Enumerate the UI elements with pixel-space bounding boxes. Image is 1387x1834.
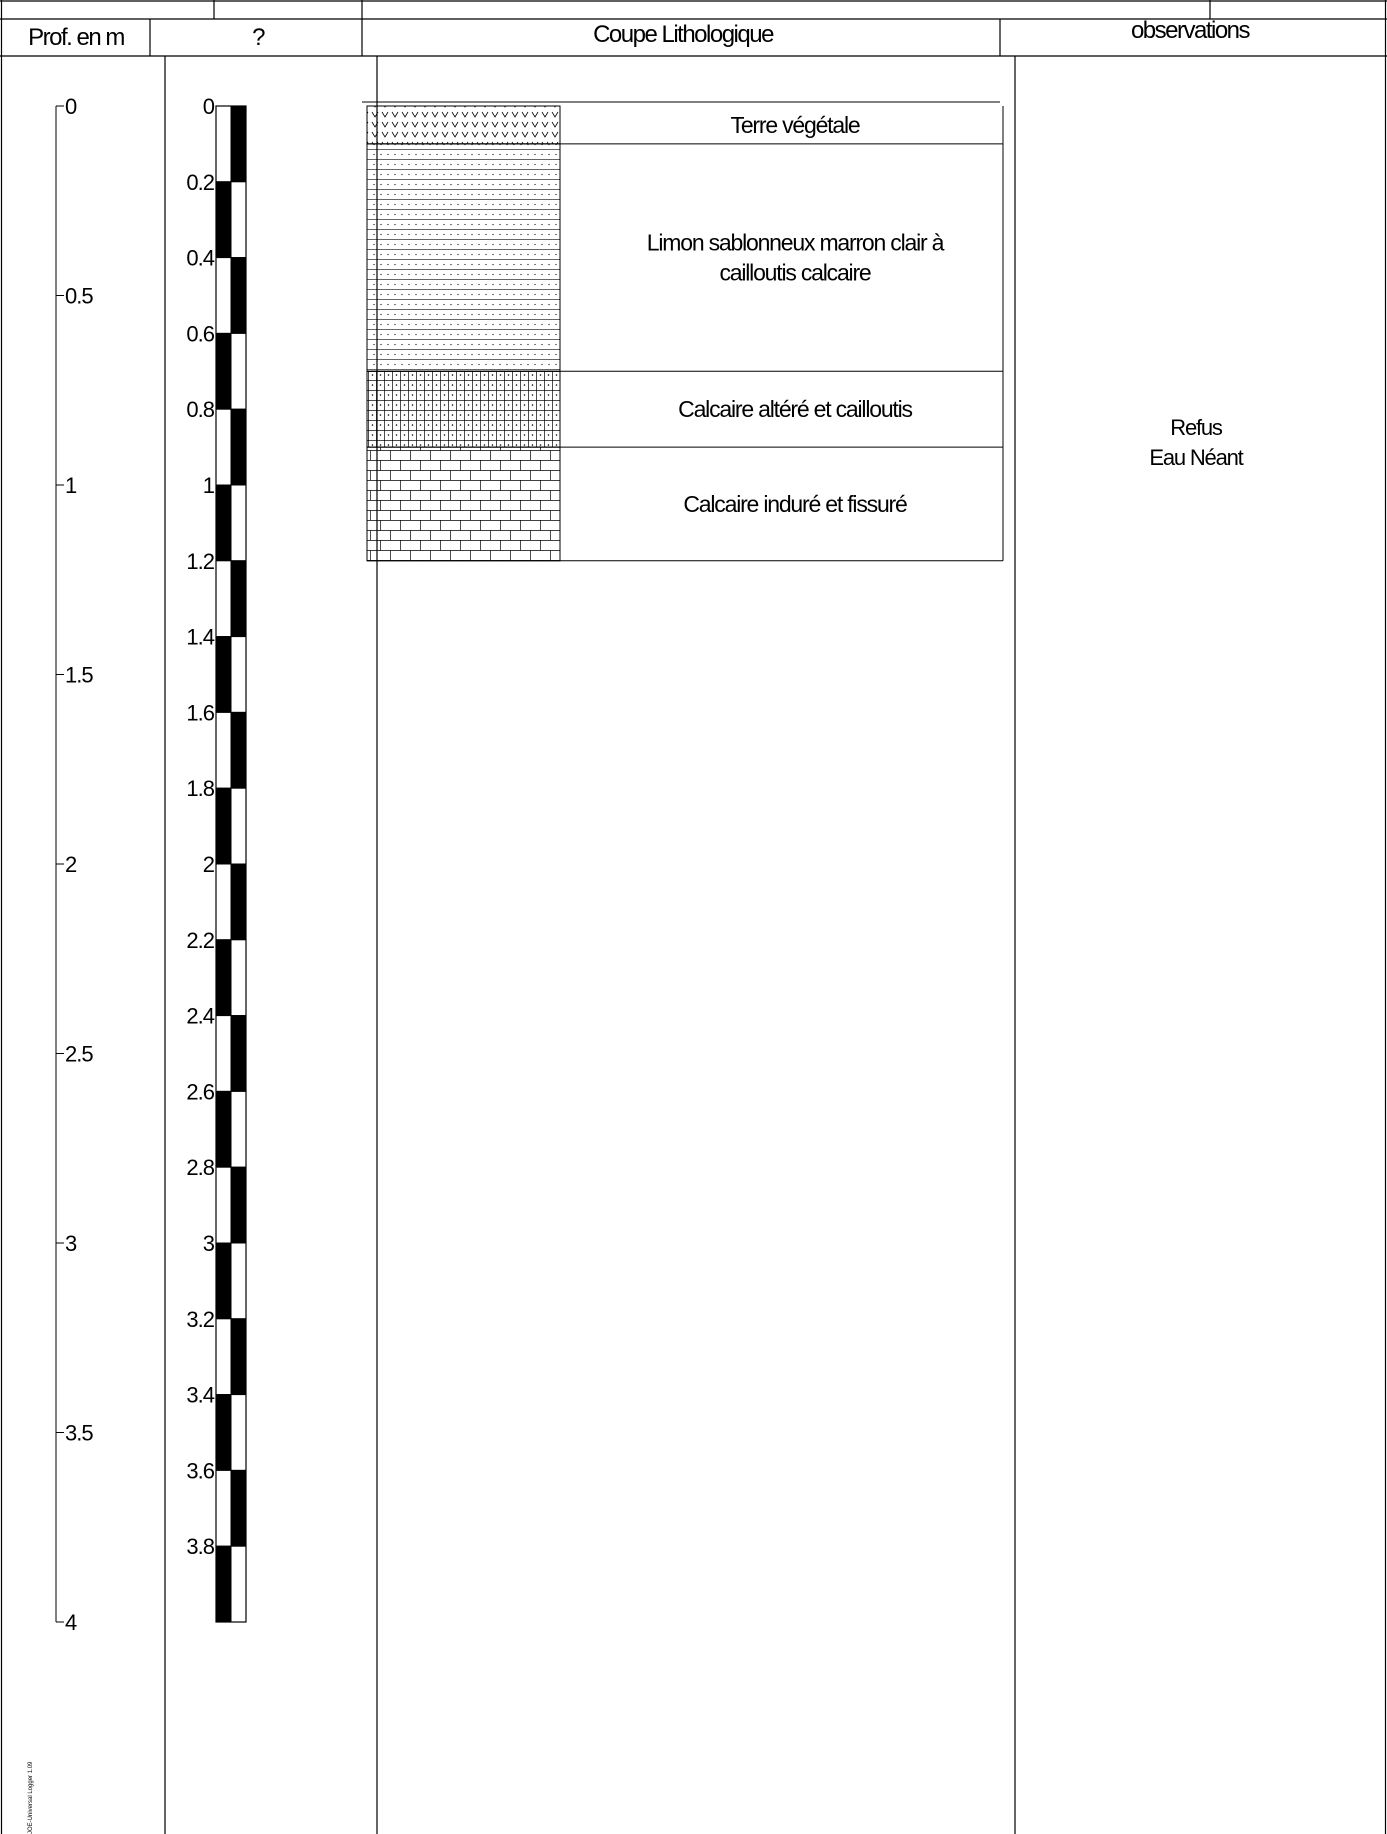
scale-segment: [215, 1242, 232, 1320]
scale-segment: [230, 1015, 247, 1092]
scale-segment: [215, 1545, 232, 1623]
scale-label: 2: [203, 852, 215, 877]
scale-label: 0.2: [186, 170, 214, 195]
scale-segment: [215, 1090, 232, 1168]
scale-segment: [230, 636, 247, 713]
scale-label: 3.8: [186, 1534, 214, 1559]
scale-label: 3: [203, 1231, 215, 1256]
observations-line-2: Eau Néant: [1149, 445, 1243, 470]
depth-axis-label: 2.5: [65, 1042, 93, 1067]
scale-segment: [230, 181, 247, 259]
scale-segment: [230, 257, 247, 334]
layer-hatch-weathered-limestone: [366, 370, 561, 448]
scale-segment: [215, 636, 232, 713]
header-observations: observations: [1131, 17, 1251, 44]
scale-segment: [215, 408, 232, 486]
layer-label: Terre végétale: [731, 112, 860, 138]
scale-segment: [215, 332, 232, 410]
scale-label: 0.6: [186, 321, 214, 346]
layer-label: Calcaire altéré et cailloutis: [678, 396, 912, 422]
scale-label: 3.2: [186, 1307, 214, 1332]
scale-label: 1.8: [186, 776, 214, 801]
scale-label: 2.4: [186, 1004, 214, 1029]
scale-segment: [230, 711, 247, 789]
scale-segment: [215, 560, 232, 638]
depth-axis-label: 4: [65, 1610, 77, 1635]
scale-segment: [230, 408, 247, 486]
scale-segment: [215, 711, 232, 789]
scale-segment: [215, 1469, 232, 1547]
scale-segment: [230, 1318, 247, 1396]
depth-axis-label: 2: [65, 852, 77, 877]
depth-axis-label: 3.5: [65, 1421, 93, 1446]
scale-segment: [215, 181, 232, 259]
depth-axis-label: 0: [65, 94, 77, 119]
scale-segment: [215, 1015, 232, 1092]
scale-label: 3.6: [186, 1458, 214, 1483]
scale-segment: [230, 863, 247, 941]
scale-label: 1.4: [186, 625, 214, 650]
layer-label: cailloutis calcaire: [719, 260, 870, 286]
scale-segment: [230, 787, 247, 865]
scale-segment: [230, 1469, 247, 1547]
scale-segment: [215, 1166, 232, 1244]
scale-segment: [215, 484, 232, 562]
scale-label: 1.6: [186, 700, 214, 725]
scale-segment: [230, 484, 247, 562]
scale-segment: [230, 560, 247, 638]
depth-axis-label: 1.5: [65, 663, 93, 688]
scale-segment: [215, 257, 232, 334]
software-label: JOE-Universal Logger 1.09: [28, 1761, 34, 1834]
scale-segment: [215, 939, 232, 1017]
observations-line-1: Refus: [1170, 415, 1223, 440]
scale-segment: [230, 332, 247, 410]
depth-axis-label: 1: [65, 473, 77, 498]
depth-axis-label: 0.5: [65, 284, 93, 309]
scale-segment: [230, 1545, 247, 1623]
scale-segment: [215, 1394, 232, 1471]
scale-label: 0.8: [186, 397, 214, 422]
scale-segment: [230, 105, 247, 183]
scale-segment: [230, 939, 247, 1017]
scale-label: 0: [203, 94, 215, 119]
scale-label: 1: [203, 473, 215, 498]
scale-label: 2.6: [186, 1079, 214, 1104]
header-depth: Prof. en m: [28, 24, 124, 51]
depth-axis: 0 0.5 1 1.5 2 2.5 3 3.5 4: [55, 94, 94, 1635]
scale-label: 1.2: [186, 549, 214, 574]
scale-label: 2.2: [186, 928, 214, 953]
scale-bar: 0 0.2 0.4 0.6 0.8 1 1.2 1.4 1.6 1.8 2 2.2 2.4 2.6 2.8 3…: [186, 94, 247, 1623]
header-scale: ?: [252, 24, 265, 51]
header-section: Coupe Lithologique: [593, 21, 774, 48]
layer-hatch-limestone: [366, 446, 561, 562]
scale-label: 3.4: [186, 1383, 214, 1408]
layer-label: Calcaire induré et fissuré: [683, 491, 907, 517]
layer-hatch-vegetal: [366, 105, 561, 145]
scale-segment: [230, 1166, 247, 1244]
scale-bar-outline: [215, 105, 247, 1623]
scale-segment: [215, 1318, 232, 1396]
lithology-section: Terre végétale Limon sablonneux marron cl…: [362, 101, 1004, 562]
scale-label: 0.4: [186, 246, 214, 271]
layer-label: Limon sablonneux marron clair à: [647, 230, 945, 256]
scale-segment: [215, 863, 232, 941]
scale-segment: [230, 1394, 247, 1471]
layer-hatch-silt: [366, 143, 561, 372]
scale-segment: [215, 787, 232, 865]
scale-segment: [230, 1090, 247, 1168]
depth-axis-label: 3: [65, 1231, 77, 1256]
scale-segment: [215, 105, 232, 183]
scale-label: 2.8: [186, 1155, 214, 1180]
scale-segment: [230, 1242, 247, 1320]
